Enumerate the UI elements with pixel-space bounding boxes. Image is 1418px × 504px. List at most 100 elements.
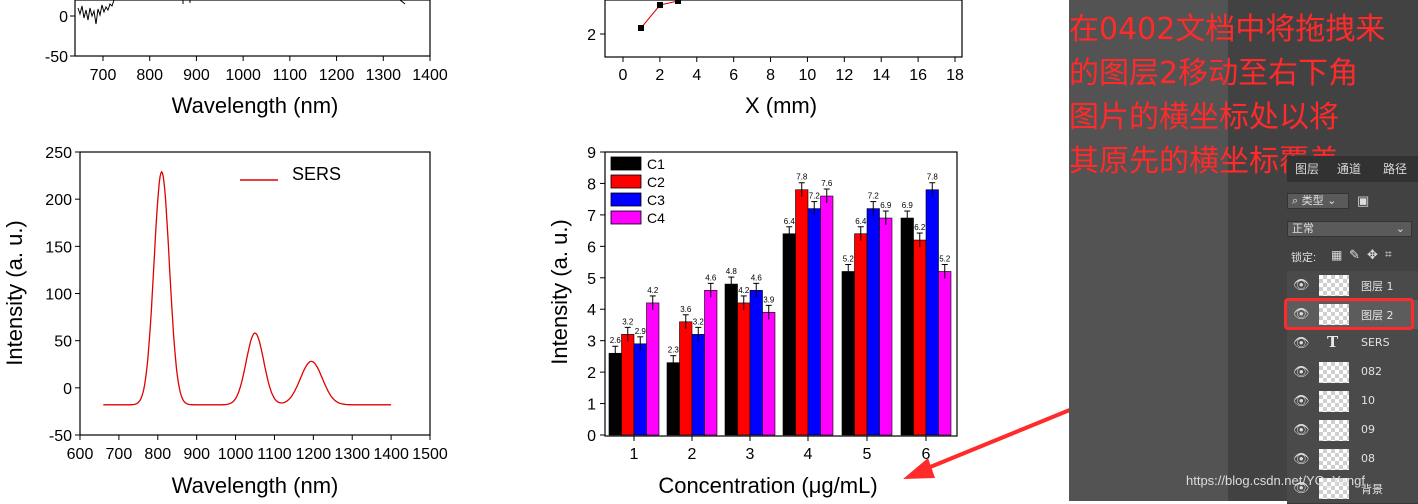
bar-value-label: 3.6: [680, 305, 692, 314]
layer-thumbnail: [1319, 391, 1349, 412]
bar-value-label: 6.4: [784, 217, 796, 226]
lock-brush-icon[interactable]: ✎: [1349, 247, 1360, 263]
y-tick-label: 0: [63, 381, 72, 398]
watermark: https://blog.csdn.net/YO_Yangf: [1186, 473, 1365, 488]
image-filter-icon[interactable]: ▣: [1357, 193, 1369, 209]
bar-value-label: 4.2: [738, 286, 750, 295]
bar-value-label: 3.9: [763, 295, 775, 304]
y-tick-label: 250: [45, 145, 72, 162]
bar: [926, 190, 939, 435]
legend-label: C1: [647, 156, 665, 172]
bar: [622, 334, 635, 435]
y-tick-label: 2: [587, 27, 596, 44]
layer-thumbnail: [1319, 275, 1349, 296]
x-tick-label: 18: [946, 67, 964, 84]
layer-row[interactable]: 👁︎ 图层 1: [1287, 271, 1418, 301]
tab-layers[interactable]: 图层: [1295, 160, 1319, 177]
layer-row[interactable]: 👁︎ 08: [1287, 445, 1418, 475]
bar: [609, 353, 622, 435]
eye-icon[interactable]: 👁︎: [1293, 422, 1307, 436]
bar-value-label: 4.6: [751, 273, 763, 282]
legend-label: C4: [647, 210, 665, 226]
layer-row[interactable]: 👁︎ T SERS: [1287, 329, 1418, 359]
bar-value-label: 3.2: [622, 317, 634, 326]
x-tick-label: 900: [183, 446, 210, 463]
legend-swatch: [611, 211, 641, 224]
x-tick-label: 900: [183, 67, 210, 84]
x-tick-label: 2: [688, 446, 697, 463]
x-tick-label: 1000: [225, 67, 261, 84]
top-left-x-axis-label: Wavelength (nm): [172, 93, 339, 118]
x-tick-label: 1300: [365, 67, 401, 84]
bar: [808, 209, 821, 435]
y-tick-label: -50: [49, 428, 72, 445]
layer-row[interactable]: 👁︎ 09: [1287, 416, 1418, 446]
x-tick-label: 700: [106, 446, 133, 463]
bar: [783, 234, 796, 435]
x-tick-label: 16: [909, 67, 927, 84]
bar-value-label: 3.2: [693, 317, 705, 326]
layer-name: 10: [1361, 394, 1375, 407]
eye-icon[interactable]: 👁︎: [1293, 364, 1307, 378]
lock-transparent-icon[interactable]: ▦: [1331, 248, 1342, 262]
eye-icon[interactable]: 👁︎: [1293, 277, 1307, 291]
x-tick-label: 2: [655, 67, 664, 84]
bar: [750, 290, 763, 435]
x-tick-label: 3: [746, 446, 755, 463]
x-tick-label: 14: [872, 67, 890, 84]
x-tick-label: 600: [67, 446, 94, 463]
tab-paths[interactable]: 路径: [1383, 160, 1407, 177]
layer-row[interactable]: 👁︎ 10: [1287, 387, 1418, 417]
filter-type-select[interactable]: ⌕ 类型 ⌄: [1287, 193, 1349, 209]
blend-row: 正常 ⌄: [1287, 218, 1418, 240]
x-tick-label: 10: [799, 67, 817, 84]
lock-row: 锁定: ▦ ✎ ✥ ⌗: [1287, 245, 1418, 267]
bar-value-label: 7.2: [868, 192, 880, 201]
x-tick-label: 1400: [412, 67, 448, 84]
data-point: [657, 2, 663, 8]
layer-row[interactable]: 👁︎ 082: [1287, 358, 1418, 388]
bar: [634, 344, 647, 435]
blend-mode-label: 正常: [1292, 222, 1314, 235]
bar-value-label: 6.9: [880, 201, 892, 210]
lock-move-icon[interactable]: ✥: [1367, 247, 1378, 263]
y-tick-label: 9: [587, 145, 596, 162]
x-tick-label: 800: [136, 67, 163, 84]
search-icon: ⌕: [1292, 194, 1302, 207]
bar-value-label: 4.8: [726, 267, 738, 276]
y-tick-label: 50: [54, 334, 72, 351]
y-tick-label: 4: [587, 302, 596, 319]
x-tick-label: 1300: [334, 446, 370, 463]
blend-mode-select[interactable]: 正常 ⌄: [1287, 221, 1412, 237]
bar: [680, 322, 693, 435]
x-tick-label: 0: [619, 67, 628, 84]
y-tick-label: 8: [587, 176, 596, 193]
lock-artboard-icon[interactable]: ⌗: [1385, 247, 1392, 262]
sers-x-axis-label: Wavelength (nm): [172, 473, 339, 498]
eye-icon[interactable]: 👁︎: [1293, 393, 1307, 407]
x-tick-label: 800: [144, 446, 171, 463]
x-tick-label: 1200: [296, 446, 332, 463]
y-tick-label: 7: [587, 208, 596, 225]
layer-name: 09: [1361, 423, 1375, 436]
bar-value-label: 4.2: [647, 286, 659, 295]
eye-icon[interactable]: 👁︎: [1293, 335, 1307, 349]
tab-channels[interactable]: 通道: [1337, 160, 1361, 177]
x-tick-label: 1500: [412, 446, 448, 463]
x-tick-label: 8: [766, 67, 775, 84]
bar: [939, 271, 952, 435]
bar-x-axis-label: Concentration (μg/mL): [658, 473, 877, 498]
x-tick-label: 700: [90, 67, 117, 84]
selected-layer-highlight: [1284, 298, 1414, 330]
eye-icon[interactable]: 👁︎: [1293, 451, 1307, 465]
layer-thumbnail: [1319, 362, 1349, 383]
y-tick-label: 0: [587, 428, 596, 445]
bar: [705, 290, 718, 435]
legend-swatch: [611, 175, 641, 188]
x-tick-label: 1000: [218, 446, 254, 463]
layers-tab-bar: 图层 通道 路径: [1287, 156, 1418, 182]
bar: [914, 240, 927, 435]
sers-series-line: [103, 172, 391, 405]
lock-label: 锁定:: [1291, 249, 1316, 265]
